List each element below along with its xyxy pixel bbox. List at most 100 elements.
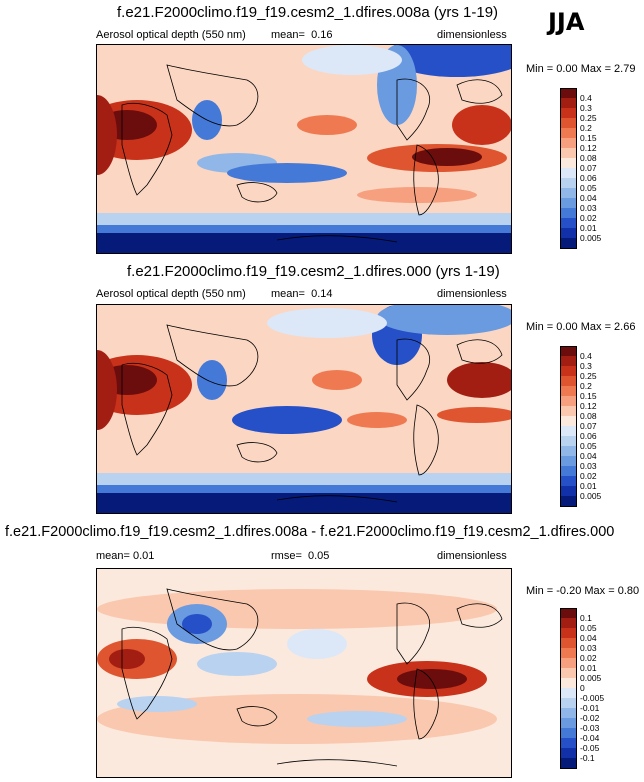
colorbar-tick-label: 0.04 xyxy=(580,451,597,461)
colorbar-swatch xyxy=(560,758,577,769)
colorbar-swatch xyxy=(560,198,577,208)
colorbar-tick-label: 0.01 xyxy=(580,663,597,673)
colorbar-tick-label: 0.07 xyxy=(580,163,597,173)
panel-2-map xyxy=(96,304,512,514)
panel-3-rmse-key: rmse= xyxy=(271,550,302,562)
colorbar-swatch xyxy=(560,406,577,416)
panel-3-mean-label: mean= 0.01 xyxy=(96,550,155,562)
colorbar-swatch xyxy=(560,466,577,476)
colorbar-swatch xyxy=(560,476,577,486)
colorbar-swatch xyxy=(560,416,577,426)
panel-3-map xyxy=(96,568,512,778)
colorbar-swatch xyxy=(560,608,577,619)
panel-3-rmse-label: rmse= 0.05 xyxy=(271,550,329,562)
colorbar-swatch xyxy=(560,738,577,748)
panel-3-minmax: Min = -0.20 Max = 0.80 xyxy=(526,585,640,597)
colorbar-swatch xyxy=(560,446,577,456)
colorbar-swatch xyxy=(560,658,577,668)
colorbar-tick-label: 0.2 xyxy=(580,381,592,391)
colorbar-tick-label: 0.15 xyxy=(580,133,597,143)
colorbar-swatch xyxy=(560,386,577,396)
colorbar-swatch xyxy=(560,228,577,238)
colorbar-tick-label: 0.1 xyxy=(580,613,592,623)
colorbar-swatch xyxy=(560,178,577,188)
panel-1-minmax: Min = 0.00 Max = 2.79 xyxy=(526,63,636,75)
colorbar-tick-label: 0.4 xyxy=(580,93,592,103)
colorbar-swatch xyxy=(560,426,577,436)
colorbar-tick-label: -0.02 xyxy=(580,713,600,723)
colorbar-swatch xyxy=(560,648,577,658)
colorbar-swatch xyxy=(560,638,577,648)
colorbar-swatch xyxy=(560,396,577,406)
colorbar-swatch xyxy=(560,148,577,158)
colorbar-swatch xyxy=(560,346,577,357)
panel-1-mean-value: 0.16 xyxy=(311,29,333,41)
colorbar-tick-label: 0.12 xyxy=(580,143,597,153)
colorbar-swatch xyxy=(560,436,577,446)
colorbar-swatch xyxy=(560,188,577,198)
colorbar-swatch xyxy=(560,158,577,168)
panel-2-variable-label: Aerosol optical depth (550 nm) xyxy=(96,288,246,300)
season-label: JJA xyxy=(548,8,585,36)
panel-1-map xyxy=(96,44,512,254)
colorbar-swatch xyxy=(560,496,577,507)
colorbar-swatch xyxy=(560,356,577,366)
colorbar-tick-label: 0.25 xyxy=(580,113,597,123)
colorbar-tick-label: 0.3 xyxy=(580,361,592,371)
colorbar-tick-label: 0.15 xyxy=(580,391,597,401)
colorbar-swatch xyxy=(560,238,577,249)
colorbar-tick-label: 0.01 xyxy=(580,223,597,233)
colorbar-tick-label: -0.005 xyxy=(580,693,605,703)
colorbar-tick-label: 0.07 xyxy=(580,421,597,431)
colorbar-tick-label: 0.03 xyxy=(580,643,597,653)
colorbar-swatch xyxy=(560,718,577,728)
colorbar-swatch xyxy=(560,218,577,228)
colorbar-tick-label: 0.005 xyxy=(580,491,602,501)
colorbar-tick-label: 0.005 xyxy=(580,673,602,683)
colorbar-tick-label: 0.12 xyxy=(580,401,597,411)
colorbar-swatch xyxy=(560,688,577,698)
colorbar-swatch xyxy=(560,108,577,118)
colorbar-tick-label: 0.03 xyxy=(580,203,597,213)
colorbar-tick-label: 0.04 xyxy=(580,633,597,643)
panel-2-mean-value: 0.14 xyxy=(311,288,333,300)
colorbar-tick-label: 0.4 xyxy=(580,351,592,361)
colorbar-tick-label: 0.02 xyxy=(580,653,597,663)
colorbar-tick-label: -0.05 xyxy=(580,743,600,753)
colorbar-tick-label: 0.05 xyxy=(580,623,597,633)
colorbar-swatch xyxy=(560,678,577,688)
colorbar-swatch xyxy=(560,668,577,678)
colorbar-swatch xyxy=(560,728,577,738)
colorbar-tick-label: 0.06 xyxy=(580,431,597,441)
colorbar-swatch xyxy=(560,698,577,708)
colorbar-tick-label: 0.05 xyxy=(580,183,597,193)
panel-3-title: f.e21.F2000climo.f19_f19.cesm2_1.dfires.… xyxy=(5,524,615,540)
colorbar-swatch xyxy=(560,138,577,148)
colorbar-tick-label: 0.08 xyxy=(580,153,597,163)
colorbar-swatch xyxy=(560,128,577,138)
colorbar-tick-label: 0.02 xyxy=(580,471,597,481)
colorbar-swatch xyxy=(560,168,577,178)
panel-2-minmax: Min = 0.00 Max = 2.66 xyxy=(526,321,636,333)
colorbar-tick-label: 0.2 xyxy=(580,123,592,133)
panel-3-units: dimensionless xyxy=(437,550,507,562)
colorbar-swatch xyxy=(560,618,577,628)
colorbar-swatch xyxy=(560,88,577,99)
colorbar-tick-label: 0.04 xyxy=(580,193,597,203)
colorbar-swatch xyxy=(560,118,577,128)
colorbar-swatch xyxy=(560,708,577,718)
colorbar-tick-label: 0.05 xyxy=(580,441,597,451)
colorbar-tick-label: 0.08 xyxy=(580,411,597,421)
colorbar-swatch xyxy=(560,628,577,638)
colorbar-tick-label: 0.005 xyxy=(580,233,602,243)
panel-2-mean-key: mean= xyxy=(271,288,305,300)
colorbar-tick-label: 0.06 xyxy=(580,173,597,183)
colorbar-tick-label: -0.03 xyxy=(580,723,600,733)
panel-2-title: f.e21.F2000climo.f19_f19.cesm2_1.dfires.… xyxy=(127,263,500,280)
panel-2-units: dimensionless xyxy=(437,288,507,300)
colorbar-tick-label: 0.01 xyxy=(580,481,597,491)
colorbar-swatch xyxy=(560,748,577,758)
colorbar-swatch xyxy=(560,456,577,466)
panel-1-variable-label: Aerosol optical depth (550 nm) xyxy=(96,29,246,41)
panel-1-title: f.e21.F2000climo.f19_f19.cesm2_1.dfires.… xyxy=(117,4,499,21)
